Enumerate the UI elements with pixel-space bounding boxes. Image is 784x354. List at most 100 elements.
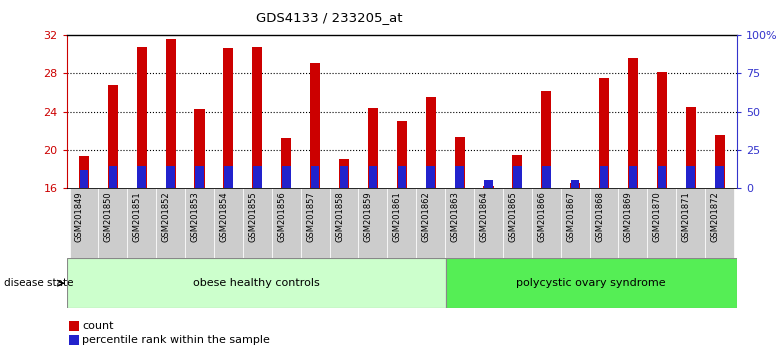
- Bar: [108, 166, 117, 188]
- Bar: [243, 188, 272, 258]
- Text: GSM201856: GSM201856: [278, 191, 286, 242]
- Bar: [281, 138, 292, 188]
- Bar: [214, 188, 243, 258]
- Text: GSM201871: GSM201871: [682, 191, 691, 242]
- Bar: [474, 188, 503, 258]
- Bar: [677, 188, 705, 258]
- Bar: [368, 166, 377, 188]
- Bar: [512, 155, 522, 188]
- Bar: [368, 108, 378, 188]
- Bar: [387, 188, 416, 258]
- Text: GSM201868: GSM201868: [595, 191, 604, 242]
- Text: GSM201866: GSM201866: [537, 191, 546, 242]
- Bar: [686, 107, 695, 188]
- Bar: [329, 188, 358, 258]
- Bar: [658, 166, 666, 188]
- Bar: [714, 135, 724, 188]
- Text: GSM201853: GSM201853: [191, 191, 200, 242]
- Bar: [599, 78, 609, 188]
- Bar: [485, 180, 493, 188]
- Text: GSM201855: GSM201855: [249, 191, 257, 242]
- Text: GSM201857: GSM201857: [306, 191, 315, 242]
- Bar: [571, 180, 579, 188]
- Bar: [282, 166, 291, 188]
- Bar: [136, 47, 147, 188]
- Bar: [426, 166, 435, 188]
- Bar: [99, 188, 127, 258]
- Bar: [310, 63, 320, 188]
- Bar: [339, 166, 348, 188]
- Bar: [223, 48, 234, 188]
- Bar: [590, 188, 619, 258]
- Text: GSM201861: GSM201861: [393, 191, 401, 242]
- Bar: [195, 166, 204, 188]
- Bar: [185, 188, 214, 258]
- Text: polycystic ovary syndrome: polycystic ovary syndrome: [517, 278, 666, 288]
- Bar: [600, 166, 608, 188]
- Bar: [137, 166, 146, 188]
- Text: GSM201852: GSM201852: [162, 191, 171, 242]
- Bar: [79, 156, 89, 188]
- Bar: [561, 188, 590, 258]
- Bar: [67, 258, 445, 308]
- Bar: [445, 258, 737, 308]
- Text: GSM201864: GSM201864: [480, 191, 488, 242]
- Bar: [310, 166, 319, 188]
- Bar: [648, 188, 677, 258]
- Bar: [253, 166, 262, 188]
- Bar: [108, 85, 118, 188]
- Bar: [252, 47, 263, 188]
- Bar: [705, 188, 734, 258]
- Bar: [503, 188, 532, 258]
- Text: GDS4133 / 233205_at: GDS4133 / 233205_at: [256, 11, 402, 24]
- Text: GSM201858: GSM201858: [335, 191, 344, 242]
- Bar: [416, 188, 445, 258]
- Text: GSM201863: GSM201863: [451, 191, 459, 242]
- Bar: [687, 166, 695, 188]
- Bar: [628, 58, 638, 188]
- Bar: [426, 97, 436, 188]
- Bar: [358, 188, 387, 258]
- Bar: [166, 166, 175, 188]
- Bar: [397, 121, 407, 188]
- Text: GSM201851: GSM201851: [132, 191, 142, 242]
- Bar: [541, 91, 551, 188]
- Text: GSM201849: GSM201849: [75, 191, 84, 242]
- Bar: [456, 166, 464, 188]
- Bar: [532, 188, 561, 258]
- Bar: [542, 166, 550, 188]
- Bar: [194, 109, 205, 188]
- Text: GSM201862: GSM201862: [422, 191, 430, 242]
- Bar: [301, 188, 329, 258]
- Text: GSM201865: GSM201865: [508, 191, 517, 242]
- Text: GSM201872: GSM201872: [710, 191, 720, 242]
- Bar: [570, 183, 580, 188]
- Bar: [339, 159, 349, 188]
- Bar: [397, 166, 406, 188]
- Text: disease state: disease state: [4, 278, 74, 288]
- Bar: [657, 72, 667, 188]
- Text: GSM201869: GSM201869: [624, 191, 633, 242]
- Bar: [127, 188, 156, 258]
- Bar: [455, 137, 465, 188]
- Bar: [80, 171, 89, 188]
- Bar: [445, 188, 474, 258]
- Text: GSM201850: GSM201850: [103, 191, 113, 242]
- Text: GSM201859: GSM201859: [364, 191, 373, 242]
- Bar: [715, 166, 724, 188]
- Text: GSM201870: GSM201870: [653, 191, 662, 242]
- Text: count: count: [82, 321, 114, 331]
- Bar: [619, 188, 648, 258]
- Bar: [484, 186, 494, 188]
- Bar: [513, 166, 521, 188]
- Bar: [70, 188, 99, 258]
- Bar: [272, 188, 301, 258]
- Text: GSM201854: GSM201854: [220, 191, 228, 242]
- Text: percentile rank within the sample: percentile rank within the sample: [82, 335, 270, 345]
- Bar: [224, 166, 233, 188]
- Bar: [629, 166, 637, 188]
- Text: GSM201867: GSM201867: [566, 191, 575, 242]
- Bar: [165, 39, 176, 188]
- Bar: [156, 188, 185, 258]
- Text: obese healthy controls: obese healthy controls: [193, 278, 319, 288]
